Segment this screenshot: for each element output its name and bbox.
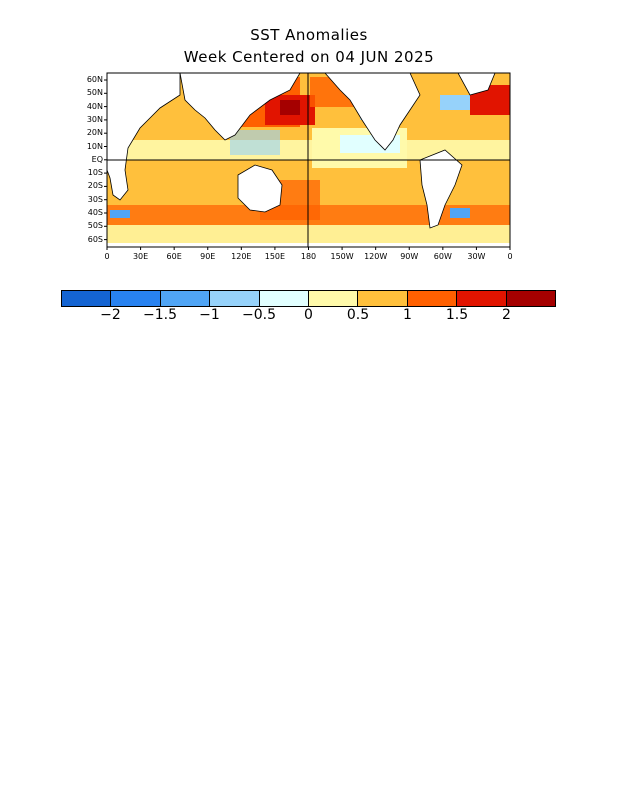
lat-label: 20S [87, 181, 103, 191]
colorbar-label: −2 [100, 307, 121, 323]
lon-label: 0 [507, 252, 513, 261]
lon-label: 180 [300, 252, 317, 261]
lon-label: 150W [330, 252, 354, 261]
lon-label: 30E [132, 252, 149, 261]
colorbar-cell [210, 291, 260, 306]
colorbar-label: −0.5 [242, 307, 276, 323]
lat-label: 10S [87, 168, 103, 178]
map-title: SST Anomalies [250, 26, 368, 44]
lat-label: 50S [87, 221, 103, 231]
lon-label: 30W [467, 252, 486, 261]
lat-label: 20N [86, 128, 103, 138]
colorbar-cell [111, 291, 161, 306]
lon-label: 120W [364, 252, 388, 261]
colorbar-cell [457, 291, 507, 306]
sst-anomaly-map [104, 72, 511, 250]
lon-label: 0 [104, 252, 110, 261]
lon-label: 120E [231, 252, 252, 261]
lon-label: 60E [166, 252, 182, 261]
colorbar-cell [160, 291, 211, 306]
lat-label: 40N [86, 101, 103, 111]
lat-label: 10N [86, 141, 103, 151]
colorbar-label: 0 [304, 307, 313, 323]
lat-label: 40S [87, 208, 103, 217]
colorbar-label: −1 [199, 307, 220, 323]
colorbar-cell [309, 291, 359, 306]
colorbar-label: 1.5 [445, 307, 469, 323]
lon-label: 60W [433, 252, 452, 261]
colorbar-label: 1 [403, 307, 412, 323]
lat-label: 60N [86, 75, 103, 84]
colorbar-cell [358, 291, 408, 306]
lat-label: 50N [86, 88, 103, 98]
colorbar-label: 2 [502, 307, 511, 323]
land-masses [107, 73, 510, 247]
axis-ticks [104, 79, 511, 250]
colorbar-cell [259, 291, 310, 306]
lat-label: 60S [87, 234, 103, 244]
lat-label: 30S [87, 194, 103, 204]
lon-label: 90E [200, 252, 216, 261]
colorbar-label: 0.5 [346, 307, 370, 323]
lon-label: 90W [400, 252, 419, 261]
map-subtitle: Week Centered on 04 JUN 2025 [183, 48, 435, 66]
colorbar-cell [62, 291, 112, 306]
lat-label: 30N [86, 114, 103, 124]
colorbar-label: −1.5 [143, 307, 177, 323]
colorbar-cell [407, 291, 458, 306]
colorbar [61, 290, 556, 307]
lat-label: EQ [91, 154, 103, 164]
lon-label: 150E [264, 252, 286, 261]
colorbar-cell [506, 291, 556, 306]
